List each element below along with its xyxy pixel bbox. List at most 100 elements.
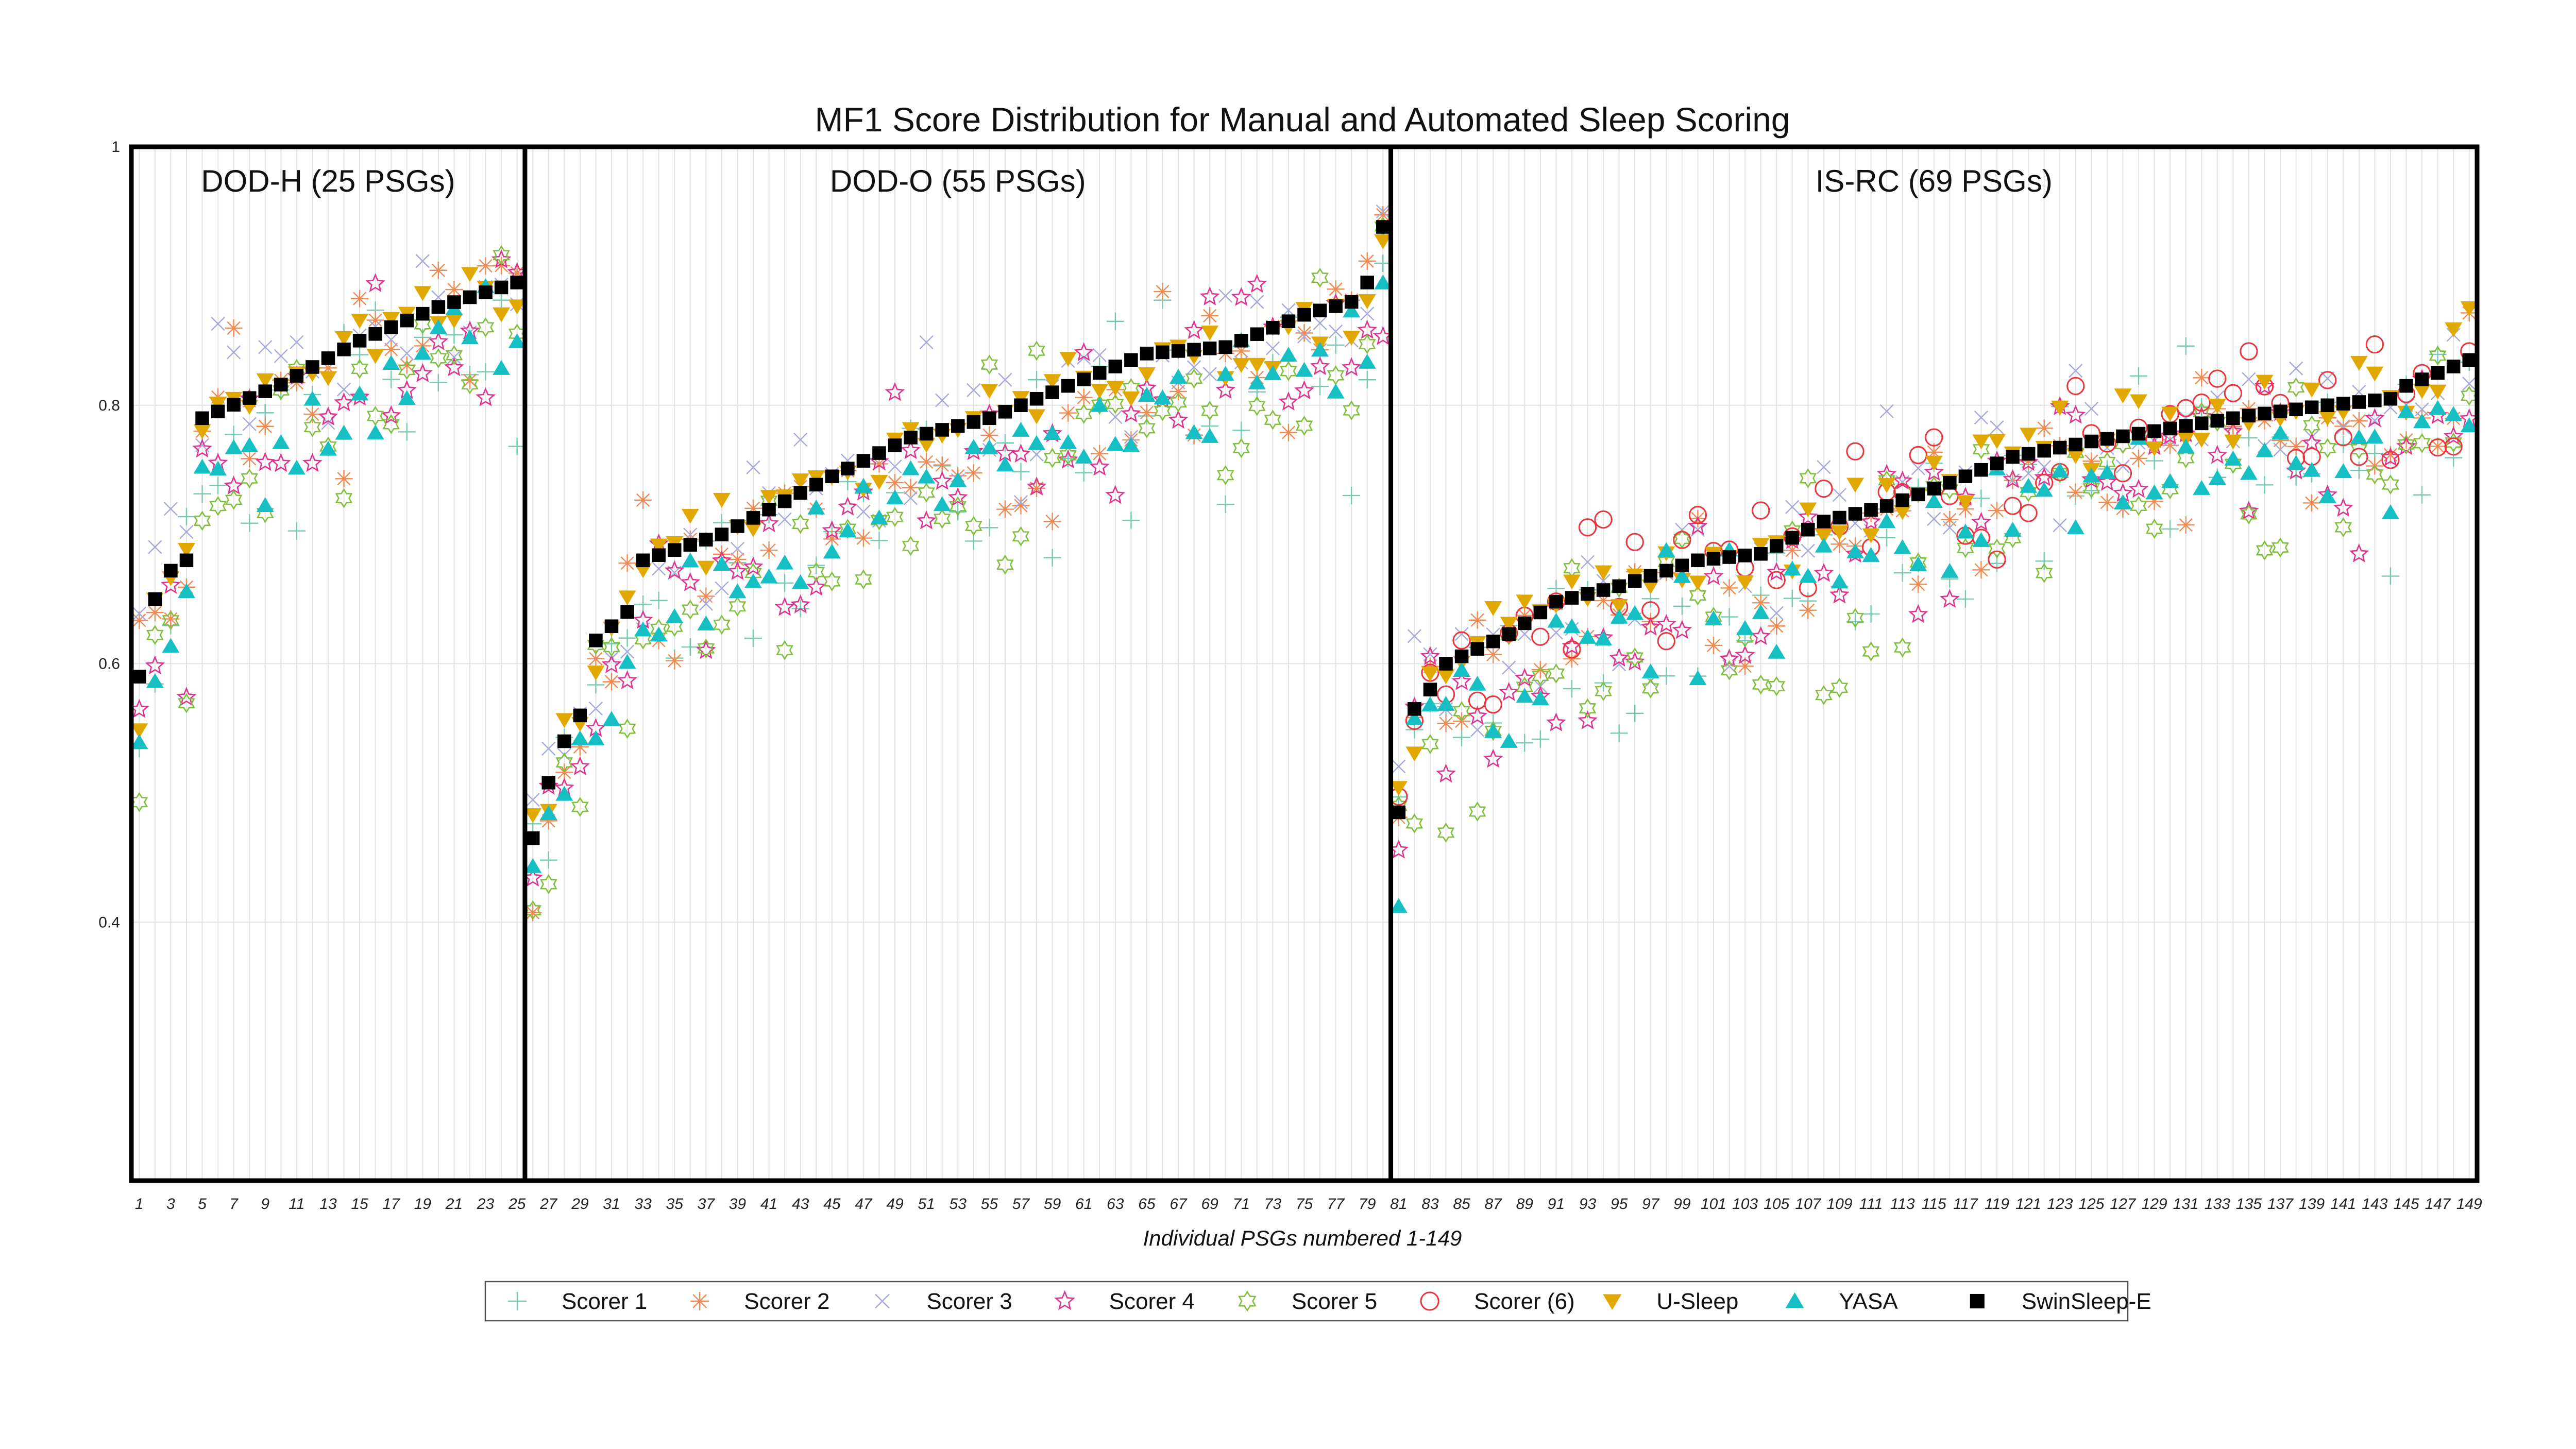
data-point <box>2318 371 2337 389</box>
data-point <box>2179 419 2193 433</box>
data-point <box>2145 484 2163 500</box>
data-point <box>1925 443 1943 461</box>
data-point <box>760 490 778 505</box>
data-point <box>1610 724 1628 742</box>
data-point <box>617 670 637 690</box>
data-point <box>2462 377 2477 391</box>
data-point <box>1689 670 1707 686</box>
data-point <box>1752 604 1770 619</box>
legend-label: U-Sleep <box>1656 1289 1738 1314</box>
data-point <box>1014 398 1028 413</box>
legend-item: Scorer 1 <box>508 1289 647 1314</box>
data-point <box>319 440 337 456</box>
data-point <box>774 596 795 616</box>
series-swinsleep-e <box>132 220 2476 845</box>
data-point <box>445 326 463 344</box>
data-point <box>2413 486 2431 504</box>
data-point <box>1925 455 1943 471</box>
x-tick-label: 27 <box>539 1196 558 1213</box>
data-point <box>935 393 950 407</box>
data-point <box>1610 577 1628 598</box>
data-point <box>2224 417 2242 435</box>
x-tick-label: 109 <box>1826 1196 1852 1213</box>
data-point <box>2397 431 2415 449</box>
data-point <box>1815 685 1833 705</box>
data-point <box>1028 480 1046 498</box>
data-point <box>760 568 778 584</box>
data-point <box>1783 589 1801 607</box>
data-point <box>776 574 794 592</box>
data-point <box>1138 418 1156 438</box>
data-point <box>461 371 479 389</box>
data-point <box>1801 522 1815 537</box>
data-point <box>1358 371 1376 389</box>
data-point <box>416 306 430 321</box>
data-point <box>681 638 699 656</box>
data-point <box>903 491 918 505</box>
x-tick-label: 87 <box>1484 1196 1502 1213</box>
data-point <box>1673 568 1691 583</box>
data-point <box>996 500 1014 518</box>
data-point <box>777 494 792 508</box>
data-point <box>573 708 587 723</box>
data-point <box>241 437 259 452</box>
data-point <box>1848 507 1862 521</box>
x-tick-label: 73 <box>1264 1196 1282 1213</box>
data-point <box>1862 547 1880 562</box>
data-point <box>601 654 622 674</box>
data-point <box>1106 436 1124 451</box>
data-point <box>193 485 211 503</box>
data-point <box>1927 482 1941 496</box>
data-point <box>164 564 178 578</box>
data-point <box>193 424 211 439</box>
x-axis-label: Individual PSGs numbered 1-149 <box>1143 1226 1462 1250</box>
data-point <box>1972 561 1990 579</box>
data-point <box>571 796 589 817</box>
data-point <box>2318 488 2336 503</box>
data-point <box>998 405 1012 419</box>
data-point <box>2289 402 2303 417</box>
data-point <box>258 384 272 398</box>
data-point <box>539 805 557 821</box>
x-tick-label: 93 <box>1579 1196 1597 1213</box>
data-point <box>1154 389 1172 405</box>
data-point <box>2365 335 2384 354</box>
data-point <box>1625 533 1644 551</box>
data-point <box>1468 611 1486 629</box>
data-point <box>2021 447 2036 461</box>
data-point <box>162 638 180 653</box>
data-point <box>1310 356 1330 376</box>
data-point <box>1751 626 1771 645</box>
data-point <box>398 390 416 405</box>
data-point <box>1248 357 1266 373</box>
data-point <box>1752 501 1770 520</box>
data-point <box>1565 591 1579 605</box>
data-point <box>1122 437 1140 452</box>
data-point <box>195 411 209 425</box>
data-point <box>337 343 351 356</box>
x-tick-label: 133 <box>2205 1196 2230 1213</box>
data-point <box>510 276 524 289</box>
data-point <box>2114 388 2132 404</box>
data-point <box>2193 433 2211 448</box>
data-point <box>526 831 540 845</box>
chart-title: MF1 Score Distribution for Manual and Au… <box>815 100 1790 139</box>
data-point <box>2366 366 2384 382</box>
data-point <box>2258 406 2272 421</box>
data-point <box>335 331 353 346</box>
data-point <box>1990 456 2004 470</box>
x-tick-label: 67 <box>1170 1196 1188 1213</box>
data-point <box>2053 440 2067 455</box>
data-point <box>1295 324 1313 342</box>
data-point <box>1028 340 1045 361</box>
data-point <box>1028 409 1046 424</box>
legend-marker <box>875 1293 890 1309</box>
data-point <box>2301 432 2322 452</box>
data-point <box>1437 822 1455 843</box>
data-point <box>2193 369 2211 387</box>
data-point <box>2273 404 2287 419</box>
data-point <box>2256 540 2274 560</box>
data-point <box>2352 395 2366 409</box>
data-point <box>493 360 511 375</box>
data-point <box>918 438 936 453</box>
